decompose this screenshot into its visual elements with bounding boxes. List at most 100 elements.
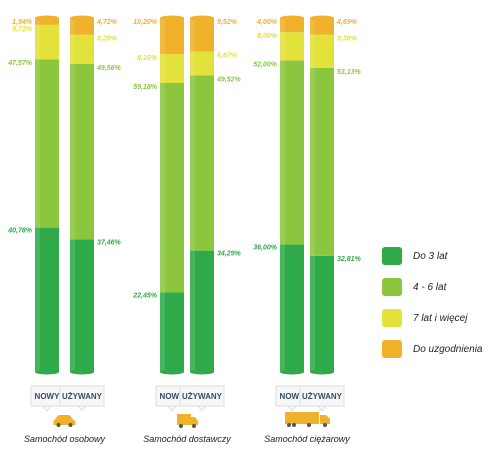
bar-highlight [190,51,195,76]
group-caption-samochod-dostawczy: Samochód dostawczy [143,434,231,444]
bar-segment-samochod-dostawczy-uzywany-do-3-lat [190,250,214,372]
van-wheel [192,424,196,428]
bar-segment-samochod-osobowy-nowy-7-lat-i-wiecej [35,24,59,60]
value-label-samochod-ciezarowy-uzywany-7-lat-i-wiecej: 9,38% [337,36,358,43]
bar-segment-samochod-dostawczy-nowy-do-3-lat [160,292,184,372]
car-body [53,415,76,425]
bars-layer [35,15,334,375]
bar-top-cap [35,15,59,21]
vehicle-icons-layer [53,412,330,428]
bar-segment-samochod-dostawczy-uzywany-4-6-lat [190,75,214,251]
value-label-samochod-dostawczy-nowy-do-uzgodnienia: 10,20% [133,19,158,26]
value-label-samochod-ciezarowy-uzywany-4-6-lat: 53,13% [337,69,362,76]
van-wheel [179,424,183,428]
bar-highlight [70,239,75,372]
value-label-samochod-ciezarowy-nowy-7-lat-i-wiecej: 8,00% [257,33,278,40]
value-label-samochod-osobowy-nowy-do-3-lat: 40,78% [7,228,33,235]
legend-label: Do 3 lat [413,251,449,262]
value-label-samochod-ciezarowy-uzywany-do-uzgodnienia: 4,69% [336,19,358,26]
legend: Do 3 lat 4 - 6 lat 7 lat i więcej Do uzgodn… [382,247,483,358]
bar-bottom-cap [190,369,214,375]
bar-segment-samochod-ciezarowy-uzywany-7-lat-i-wiecej [310,34,334,68]
bar-segment-samochod-ciezarowy-uzywany-do-3-lat [310,255,334,372]
bar-top-cap [160,15,184,21]
bar-segment-samochod-dostawczy-nowy-do-uzgodnienia [160,18,184,55]
value-label-samochod-dostawczy-nowy-4-6-lat: 59,18% [133,84,158,91]
legend-item-do-uzgodnienia: Do uzgodnienia [382,340,483,358]
bar-segment-samochod-osobowy-uzywany-4-6-lat [70,63,94,240]
category-tag-label: NOWY [160,392,186,401]
bar-segment-samochod-dostawczy-uzywany-7-lat-i-wiecej [190,51,214,76]
bar-highlight [35,18,40,25]
value-label-samochod-dostawczy-uzywany-7-lat-i-wiecej: 6,67% [217,53,238,60]
category-tag-label: NOWY [280,392,306,401]
bar-top-cap [280,15,304,21]
bar-highlight [190,75,195,251]
bar-bottom-cap [70,369,94,375]
legend-label: 7 lat i więcej [413,313,468,324]
value-label-samochod-osobowy-nowy-7-lat-i-wiecej: 9,71% [12,26,33,33]
truck-trailer [285,412,319,424]
group-caption-samochod-ciezarowy: Samochód ciężarowy [264,434,350,444]
value-label-samochod-dostawczy-uzywany-do-uzgodnienia: 9,52% [217,19,238,26]
legend-label: 4 - 6 lat [413,282,448,293]
bar-segment-samochod-osobowy-nowy-4-6-lat [35,59,59,228]
bar-highlight [160,54,165,84]
value-label-samochod-osobowy-uzywany-do-uzgodnienia: 4,72% [96,19,118,26]
bar-bottom-cap [280,369,304,375]
value-label-samochod-ciezarowy-nowy-do-uzgodnienia: 4,00% [256,19,278,26]
bar-segment-samochod-dostawczy-nowy-7-lat-i-wiecej [160,54,184,84]
value-label-samochod-ciezarowy-nowy-4-6-lat: 52,00% [253,61,278,68]
bar-segment-samochod-ciezarowy-uzywany-4-6-lat [310,67,334,256]
bar-top-cap [190,15,214,21]
legend-item-7-lat-i-wiecej: 7 lat i więcej [382,309,468,327]
category-tag-pointer [316,405,328,412]
bar-segment-samochod-ciezarowy-nowy-7-lat-i-wiecej [280,32,304,61]
bar-top-cap [310,15,334,21]
bar-bottom-cap [310,369,334,375]
value-label-samochod-osobowy-uzywany-do-3-lat: 37,46% [97,239,122,246]
legend-item-4-6-lat: 4 - 6 lat [382,278,448,296]
bar-top-cap [70,15,94,21]
value-label-samochod-ciezarowy-uzywany-do-3-lat: 32,81% [337,256,362,263]
value-label-samochod-ciezarowy-nowy-do-3-lat: 36,00% [253,245,278,252]
car-wheel [56,423,61,427]
bar-highlight [280,18,285,33]
category-tag-label: UŻYWANY [302,392,343,401]
legend-item-do-3-lat: Do 3 lat [382,247,449,265]
value-label-samochod-osobowy-nowy-4-6-lat: 47,57% [7,60,33,67]
legend-swatch [382,278,402,296]
bar-highlight [35,59,40,228]
truck-cab [320,415,330,424]
bar-bottom-cap [35,369,59,375]
bar-segment-samochod-ciezarowy-uzywany-do-uzgodnienia [310,18,334,35]
van-cargo [177,414,191,425]
bar-highlight [70,34,75,64]
bar-highlight [280,60,285,245]
bar-bottom-cap [160,369,184,375]
bar-segment-samochod-osobowy-uzywany-do-uzgodnienia [70,18,94,35]
category-tag-label: UŻYWANY [182,392,223,401]
value-label-samochod-dostawczy-uzywany-do-3-lat: 34,29% [217,251,242,258]
value-label-samochod-osobowy-nowy-do-uzgodnienia: 1,94% [12,19,33,26]
category-tag-pointer [286,405,298,412]
category-tag-pointer [76,405,88,412]
value-label-samochod-dostawczy-uzywany-4-6-lat: 49,52% [216,76,242,83]
category-tag-pointer [196,405,208,412]
bar-segment-samochod-ciezarowy-nowy-do-3-lat [280,244,304,372]
bar-highlight [70,18,75,35]
car-wheel [68,423,73,427]
category-tag-pointer [166,405,178,412]
bar-segment-samochod-dostawczy-uzywany-do-uzgodnienia [190,18,214,52]
value-label-samochod-osobowy-uzywany-7-lat-i-wiecej: 8,26% [97,36,118,43]
bar-highlight [160,83,165,293]
bar-highlight [280,32,285,61]
bar-highlight [160,18,165,55]
group-caption-samochod-osobowy: Samochód osobowy [24,434,106,444]
bar-highlight [310,255,315,372]
legend-swatch [382,340,402,358]
bar-segment-samochod-dostawczy-nowy-4-6-lat [160,83,184,293]
category-tag-label: NOWY [35,392,61,401]
